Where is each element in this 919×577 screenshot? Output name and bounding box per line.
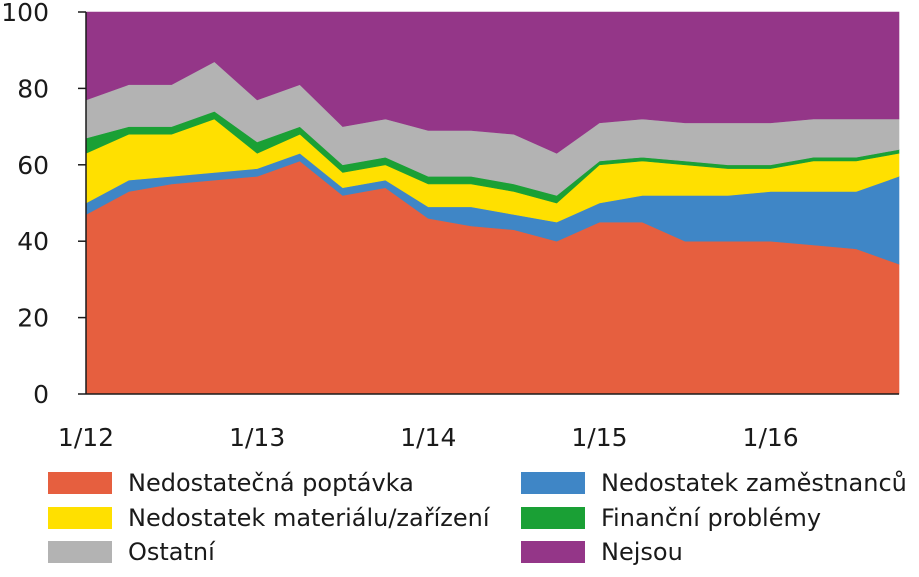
- legend-item-nedostatecna-poptavka: Nedostatečná poptávka: [48, 466, 414, 500]
- y-tick-label: 80: [17, 74, 49, 103]
- y-tick-label: 60: [17, 151, 49, 180]
- legend-item-financni-problemy: Finanční problémy: [521, 501, 821, 535]
- legend-label: Nedostatečná poptávka: [128, 469, 414, 497]
- stacked-area-chart: 0 20 40 60 80 100 1/12 1/13 1/14 1/15 1/16: [1, 0, 900, 452]
- area-nejsou: [85, 11, 900, 154]
- legend-swatch: [521, 472, 585, 494]
- x-tick-label: 1/13: [229, 423, 285, 452]
- legend-swatch: [48, 472, 112, 494]
- legend-swatch: [521, 541, 585, 563]
- x-tick-label: 1/12: [58, 423, 114, 452]
- y-tick-label: 0: [33, 380, 49, 409]
- legend-item-nedostatek-zamestnancu: Nedostatek zaměstnanců: [521, 466, 907, 500]
- x-tick-label: 1/15: [571, 423, 627, 452]
- legend-label: Nedostatek zaměstnanců: [601, 469, 907, 497]
- legend-swatch: [48, 541, 112, 563]
- legend-item-ostatni: Ostatní: [48, 535, 215, 569]
- legend-swatch: [521, 507, 585, 529]
- legend-item-nejsou: Nejsou: [521, 535, 683, 569]
- legend-item-nedostatek-materialu: Nedostatek materiálu/zařízení: [48, 501, 490, 535]
- legend-label: Nedostatek materiálu/zařízení: [128, 504, 490, 532]
- legend-swatch: [48, 507, 112, 529]
- y-tick-label: 100: [1, 0, 49, 27]
- legend-label: Nejsou: [601, 538, 683, 566]
- legend-label: Ostatní: [128, 538, 215, 566]
- x-tick-label: 1/14: [400, 423, 456, 452]
- legend: Nedostatečná poptávka Nedostatek materiá…: [0, 460, 919, 577]
- y-tick-labels: 0 20 40 60 80 100: [1, 0, 49, 409]
- legend-label: Finanční problémy: [601, 504, 822, 532]
- y-tick-label: 40: [17, 227, 49, 256]
- y-tick-label: 20: [17, 304, 49, 333]
- axes-group: [78, 11, 899, 395]
- area-series-group: [85, 11, 900, 395]
- x-tick-labels: 1/12 1/13 1/14 1/15 1/16: [58, 423, 799, 452]
- x-tick-label: 1/16: [743, 423, 799, 452]
